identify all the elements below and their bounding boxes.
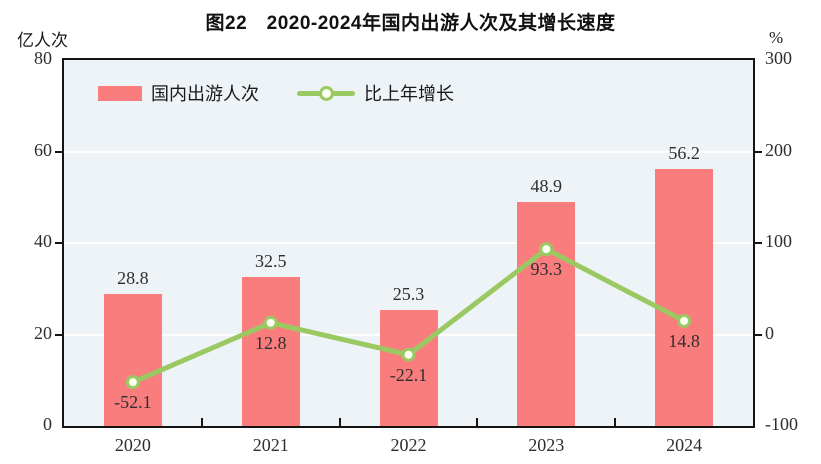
legend-bar-swatch	[98, 85, 142, 101]
right-axis-unit-label: %	[769, 28, 784, 47]
left-axis-label-0: 0	[43, 414, 52, 434]
plot-canvas: 28.8 32.5 25.3 48.9 56.2 -52.1 12.8 -22.1 93.3 14…	[64, 60, 753, 426]
right-axis-tick-100	[754, 242, 762, 244]
left-axis-tick-40	[55, 242, 63, 244]
line-marker-2022	[401, 347, 416, 362]
left-axis-tick-20	[55, 333, 63, 336]
right-axis-label-200: 200	[765, 139, 792, 160]
legend-bar-label: 国内出游人次	[151, 84, 259, 104]
line-marker-2021	[263, 315, 278, 330]
bar-2020	[103, 294, 162, 426]
bar-value-label-2020: 28.8	[117, 268, 149, 289]
gridline-60	[64, 150, 753, 153]
plot-area: 28.8 32.5 25.3 48.9 56.2 -52.1 12.8 -22.1 93.3 14…	[62, 58, 755, 428]
legend-line-marker-icon	[318, 85, 334, 101]
right-axis-label-300: 300	[765, 48, 792, 68]
growth-value-label-2024: 14.8	[668, 330, 700, 351]
growth-value-label-2022: -22.1	[389, 364, 428, 385]
bar-value-label-2022: 25.3	[392, 284, 425, 305]
legend-line-swatch	[297, 85, 355, 101]
right-axis-label--100: -100	[765, 414, 798, 434]
legend: 国内出游人次 比上年增长	[98, 80, 454, 106]
right-axis-tick-200	[754, 150, 762, 153]
growth-value-label-2023: 93.3	[530, 259, 563, 280]
chart-title: 图22 2020-2024年国内出游人次及其增长速度	[205, 13, 616, 34]
right-axis-tick-0	[754, 333, 762, 336]
line-marker-2020	[125, 375, 140, 390]
legend-line-label: 比上年增长	[364, 84, 454, 104]
bar-2022	[379, 310, 438, 426]
left-axis-label-60: 60	[34, 139, 52, 160]
x-axis-label-2020: 2020	[114, 435, 151, 455]
bar-value-label-2024: 56.2	[668, 142, 700, 163]
x-axis-label-2021: 2021	[252, 435, 289, 455]
left-axis-label-40: 40	[34, 231, 52, 251]
left-axis-label-80: 80	[34, 48, 52, 68]
line-marker-2023	[539, 242, 554, 257]
x-axis-label-2022: 2022	[390, 435, 427, 455]
bar-2023	[517, 202, 576, 426]
x-axis-label-2024: 2024	[666, 435, 703, 455]
right-axis-label-0: 0	[765, 322, 774, 343]
line-marker-2024	[677, 313, 692, 328]
x-axis-label-2023: 2023	[528, 435, 565, 455]
bar-2024	[655, 168, 714, 426]
growth-value-label-2020: -52.1	[114, 392, 152, 413]
right-axis-label-100: 100	[765, 231, 792, 251]
bar-2021	[241, 277, 300, 426]
growth-value-label-2021: 12.8	[254, 332, 287, 353]
x-axis-tick	[476, 418, 479, 426]
x-axis-tick	[200, 418, 203, 426]
bar-value-label-2023: 48.9	[530, 176, 563, 197]
x-axis-tick	[338, 418, 341, 426]
gridline-40	[64, 242, 753, 244]
growth-line-layer	[125, 242, 692, 390]
bar-value-label-2021: 32.5	[254, 251, 287, 272]
growth-line	[131, 246, 686, 385]
left-axis-label-20: 20	[34, 322, 52, 343]
left-axis-tick-60	[55, 150, 63, 153]
left-axis-unit-label: 亿人次	[17, 31, 68, 50]
x-axis-tick	[614, 418, 617, 426]
